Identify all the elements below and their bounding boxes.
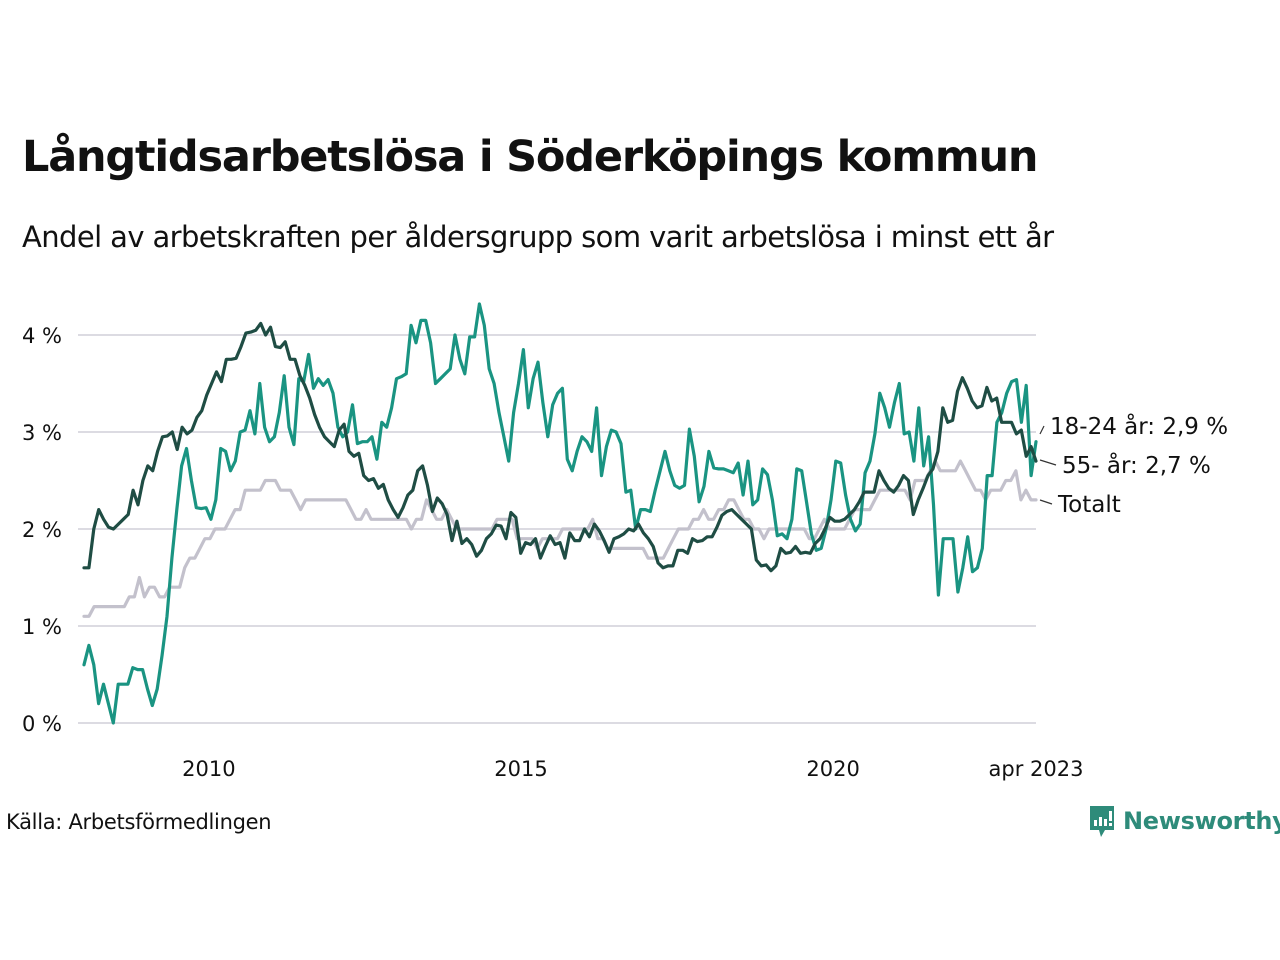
chart-title: Långtidsarbetslösa i Söderköpings kommun xyxy=(22,132,1039,182)
y-tick-label: 1 % xyxy=(22,615,62,639)
series-line-totalt xyxy=(82,459,1038,618)
series-lines xyxy=(82,302,1038,725)
y-tick-label: 4 % xyxy=(22,324,62,348)
newsworthy-logo[interactable]: Newsworthy xyxy=(1088,804,1280,838)
end-label: 18-24 år: 2,9 % xyxy=(1050,412,1228,440)
end-label-connector xyxy=(1039,425,1045,435)
y-tick-label: 3 % xyxy=(22,421,62,445)
y-axis: 0 % 1 % 2 % 3 % 4 % xyxy=(22,324,62,736)
x-tick-label: 2010 xyxy=(182,757,235,781)
y-tick-label: 0 % xyxy=(22,712,62,736)
end-label-connector xyxy=(1039,459,1057,466)
y-tick-label: 2 % xyxy=(22,518,62,542)
x-tick-label: 2020 xyxy=(806,757,859,781)
end-label: Totalt xyxy=(1057,492,1121,518)
end-label: 55- år: 2,7 % xyxy=(1062,451,1211,479)
x-tick-label: apr 2023 xyxy=(989,757,1084,781)
chart-subtitle: Andel av arbetskraften per åldersgrupp s… xyxy=(22,220,1054,254)
series-line-55-r xyxy=(82,321,1038,573)
x-tick-label: 2015 xyxy=(494,757,547,781)
end-labels: 18-24 år: 2,9 % 55- år: 2,7 % Totalt xyxy=(1039,412,1228,518)
x-axis: 2010 2015 2020 apr 2023 xyxy=(182,757,1083,781)
end-label-connector xyxy=(1039,499,1053,505)
brand-name: Newsworthy xyxy=(1123,807,1280,835)
source-note: Källa: Arbetsförmedlingen xyxy=(6,810,272,834)
series-line-18-24-r xyxy=(82,302,1038,725)
newsworthy-logo-icon xyxy=(1090,806,1114,837)
